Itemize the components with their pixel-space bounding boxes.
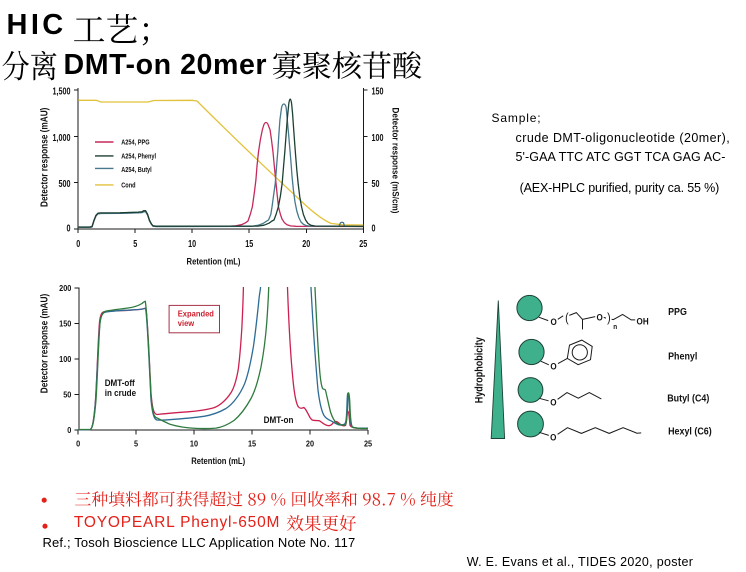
svg-text:10: 10 [190,439,199,449]
svg-text:Cond: Cond [121,182,135,190]
svg-text:0: 0 [76,439,81,449]
svg-text:500: 500 [58,178,70,189]
svg-text:Retention (mL): Retention (mL) [187,256,241,267]
svg-text:10: 10 [188,238,196,249]
svg-text:(: ( [565,311,569,325]
svg-text:A254, Butyl: A254, Butyl [121,166,152,174]
svg-text:50: 50 [372,178,380,189]
svg-text:A254, Phenyl: A254, Phenyl [121,153,156,161]
svg-text:0: 0 [76,238,80,249]
svg-text:5: 5 [133,238,137,249]
svg-text:OH: OH [637,316,649,327]
svg-text:20: 20 [306,439,315,449]
svg-text:Expanded: Expanded [178,309,214,319]
svg-text:O: O [550,361,556,372]
svg-text:Phenyl: Phenyl [668,351,698,363]
svg-text:A254, PPG: A254, PPG [121,139,149,147]
svg-text:DMT-off: DMT-off [105,377,135,388]
svg-text:15: 15 [248,439,257,449]
svg-text:25: 25 [359,238,367,249]
svg-text:25: 25 [364,439,373,449]
svg-text:O: O [550,316,556,327]
svg-text:Detector response (mAU): Detector response (mAU) [39,108,50,207]
svg-text:150: 150 [372,85,384,96]
svg-text:Hydrophobicity: Hydrophobicity [474,337,486,404]
svg-text:Detector response (mS/cm): Detector response (mS/cm) [390,108,401,214]
svg-text:1,000: 1,000 [52,132,70,143]
svg-text:in crude: in crude [105,387,136,398]
svg-text:Butyl (C4): Butyl (C4) [667,393,709,405]
svg-text:5: 5 [134,439,139,449]
svg-text:1,500: 1,500 [52,85,70,96]
svg-text:Hexyl (C6): Hexyl (C6) [668,426,712,438]
svg-text:100: 100 [372,132,384,143]
svg-text:Retention (mL): Retention (mL) [191,456,245,467]
svg-text:15: 15 [245,238,253,249]
svg-text:100: 100 [59,354,72,364]
svg-text:0: 0 [66,222,70,233]
svg-text:DMT-on: DMT-on [264,414,294,425]
svg-text:): ) [607,311,611,325]
svg-text:view: view [178,319,195,329]
svg-text:Detector response (mAU): Detector response (mAU) [39,294,50,393]
svg-text:O: O [550,432,556,443]
svg-text:0: 0 [67,425,72,435]
svg-text:200: 200 [59,283,72,293]
svg-text:n: n [613,324,617,332]
svg-text:50: 50 [63,390,72,400]
svg-text:20: 20 [302,238,310,249]
svg-text:150: 150 [59,319,72,329]
svg-text:O: O [550,397,556,408]
svg-text:PPG: PPG [668,306,687,318]
svg-text:O: O [597,312,603,323]
svg-text:0: 0 [372,222,376,233]
